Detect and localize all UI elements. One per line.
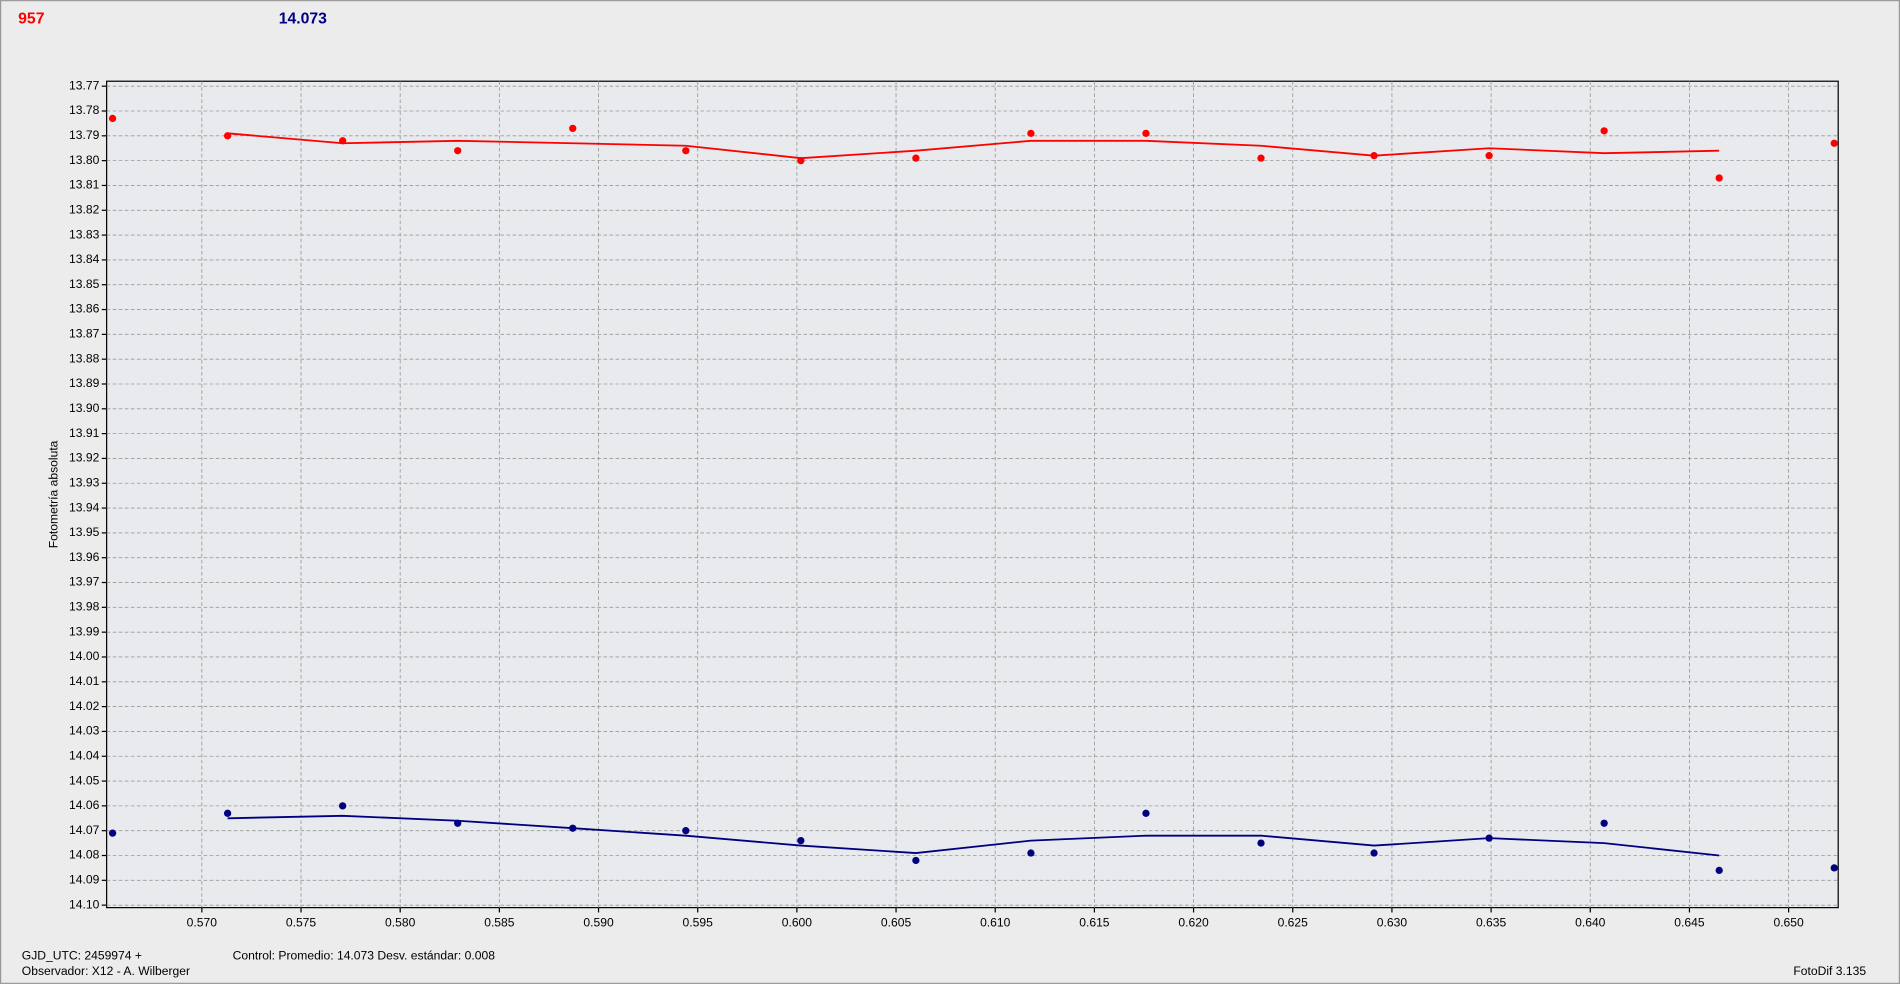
y-tick-label: 13.82	[69, 202, 100, 216]
x-tick-label: 0.595	[683, 916, 714, 930]
y-tick-label: 14.06	[69, 798, 100, 812]
data-point	[1485, 152, 1493, 160]
data-point	[682, 827, 690, 835]
x-tick-label: 0.605	[881, 916, 912, 930]
x-tick-label: 0.615	[1079, 916, 1110, 930]
y-tick-label: 13.98	[69, 600, 100, 614]
footer-control: Control: Promedio: 14.073 Desv. estándar…	[233, 948, 496, 962]
y-tick-label: 13.97	[69, 575, 100, 589]
plot-area	[106, 80, 1839, 909]
y-tick-label: 14.03	[69, 724, 100, 738]
x-tick-label: 0.590	[583, 916, 614, 930]
y-tick-label: 13.95	[69, 525, 100, 539]
data-point	[1142, 129, 1150, 137]
x-tick-label: 0.570	[187, 916, 218, 930]
data-point	[912, 154, 920, 162]
x-tick-label: 0.620	[1178, 916, 1209, 930]
data-point	[1257, 154, 1265, 162]
y-tick-label: 14.02	[69, 699, 100, 713]
data-point	[339, 802, 347, 810]
y-axis-label: Fotometría absoluta	[47, 440, 61, 548]
fit-line	[227, 132, 1720, 160]
data-point	[1830, 139, 1838, 147]
y-tick-label: 13.85	[69, 277, 100, 291]
data-point	[1600, 127, 1608, 135]
y-tick-label: 13.99	[69, 624, 100, 638]
data-point	[1257, 839, 1265, 847]
data-point	[797, 836, 805, 845]
y-tick-label: 14.10	[69, 897, 100, 911]
y-tick-label: 13.86	[69, 302, 100, 316]
header-average: 14.073	[279, 11, 327, 28]
data-point	[1830, 864, 1838, 872]
y-tick-label: 14.08	[69, 848, 100, 862]
y-tick-label: 13.87	[69, 327, 100, 341]
data-point	[569, 124, 577, 133]
data-point	[108, 829, 117, 837]
footer-app: FotoDif 3.135	[1793, 964, 1866, 978]
x-tick-label: 0.650	[1773, 916, 1804, 930]
y-tick-label: 13.79	[69, 128, 100, 142]
data-point	[108, 114, 117, 123]
y-tick-label: 13.92	[69, 451, 100, 465]
y-tick-label: 13.84	[69, 252, 100, 266]
data-point	[1370, 849, 1378, 857]
data-point	[1142, 809, 1150, 817]
y-tick-label: 13.93	[69, 475, 100, 489]
y-tick-label: 14.09	[69, 873, 100, 887]
x-tick-label: 0.580	[385, 916, 416, 930]
y-tick-label: 13.77	[69, 78, 100, 92]
y-tick-label: 13.80	[69, 153, 100, 167]
data-point	[454, 147, 462, 155]
y-tick-label: 13.94	[69, 500, 100, 514]
y-tick-label: 13.89	[69, 376, 100, 390]
data-point	[223, 809, 232, 817]
y-tick-label: 13.88	[69, 351, 100, 365]
y-tick-label: 13.96	[69, 550, 100, 564]
x-tick-label: 0.630	[1377, 916, 1408, 930]
data-point	[1027, 129, 1035, 137]
y-tick-label: 13.81	[69, 178, 100, 192]
y-tick-label: 13.83	[69, 227, 100, 241]
data-point	[912, 856, 920, 865]
y-tick-label: 13.90	[69, 401, 100, 415]
x-tick-label: 0.600	[782, 916, 813, 930]
data-point	[1715, 174, 1723, 182]
x-tick-label: 0.645	[1674, 916, 1705, 930]
data-point	[1715, 866, 1723, 875]
x-tick-label: 0.585	[484, 916, 515, 930]
x-tick-label: 0.625	[1278, 916, 1309, 930]
fit-line	[227, 814, 1720, 857]
y-tick-label: 14.05	[69, 773, 100, 787]
data-point	[682, 147, 690, 155]
x-tick-label: 0.575	[286, 916, 317, 930]
x-tick-label: 0.640	[1575, 916, 1606, 930]
y-tick-label: 14.04	[69, 748, 100, 762]
header-count: 957	[18, 11, 45, 28]
x-tick-label: 0.635	[1476, 916, 1507, 930]
y-tick-label: 14.07	[69, 823, 100, 837]
data-point	[1027, 849, 1035, 857]
y-tick-label: 13.78	[69, 103, 100, 117]
x-tick-label: 0.610	[980, 916, 1011, 930]
footer-observer: Observador: X12 - A. Wilberger	[22, 964, 190, 978]
y-tick-label: 14.00	[69, 649, 100, 663]
footer-gjd: GJD_UTC: 2459974 +	[22, 948, 142, 962]
y-tick-label: 13.91	[69, 426, 100, 440]
data-point	[1600, 819, 1608, 827]
y-tick-label: 14.01	[69, 674, 100, 688]
